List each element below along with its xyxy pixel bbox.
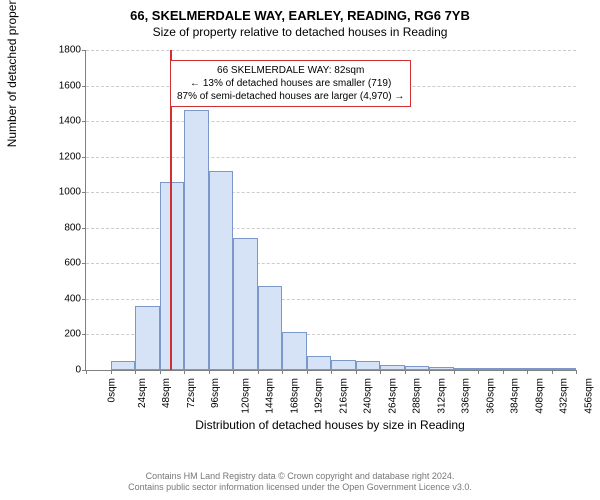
x-tick-label: 24sqm [137, 378, 148, 408]
histogram-bar [307, 356, 332, 370]
annotation-line2: ← 13% of detached houses are smaller (71… [177, 77, 404, 90]
footer-line2: Contains public sector information licen… [128, 482, 472, 492]
x-tick-label: 432sqm [559, 378, 570, 414]
y-tick-mark [82, 334, 86, 335]
x-tick-mark [160, 370, 161, 374]
histogram-bar [405, 366, 430, 370]
histogram-bar [233, 238, 258, 370]
histogram-bar [331, 360, 356, 370]
x-tick-label: 360sqm [485, 378, 496, 414]
x-tick-mark [405, 370, 406, 374]
histogram-bar [380, 365, 405, 370]
title-sub: Size of property relative to detached ho… [0, 23, 600, 39]
y-tick-label: 400 [45, 293, 81, 304]
x-tick-label: 144sqm [265, 378, 276, 414]
y-tick-mark [82, 263, 86, 264]
y-tick-mark [82, 228, 86, 229]
histogram-bar [478, 368, 503, 370]
histogram-bar [429, 367, 454, 370]
y-tick-label: 800 [45, 222, 81, 233]
x-tick-label: 168sqm [289, 378, 300, 414]
title-main: 66, SKELMERDALE WAY, EARLEY, READING, RG… [0, 0, 600, 23]
y-tick-label: 1400 [45, 116, 81, 127]
x-tick-label: 0sqm [106, 378, 117, 402]
x-tick-mark [233, 370, 234, 374]
x-tick-mark [331, 370, 332, 374]
histogram-bar [184, 110, 209, 370]
y-tick-label: 0 [45, 365, 81, 376]
histogram-bar [111, 361, 136, 370]
x-tick-label: 456sqm [583, 378, 594, 414]
x-tick-mark [282, 370, 283, 374]
histogram-bar [356, 361, 381, 370]
histogram-bar [552, 368, 577, 370]
y-tick-mark [82, 157, 86, 158]
histogram-bar [527, 368, 552, 370]
x-tick-mark [135, 370, 136, 374]
x-tick-label: 264sqm [387, 378, 398, 414]
x-tick-label: 336sqm [461, 378, 472, 414]
x-tick-mark [258, 370, 259, 374]
annotation-box: 66 SKELMERDALE WAY: 82sqm ← 13% of detac… [170, 60, 411, 107]
x-tick-label: 408sqm [534, 378, 545, 414]
gridline [86, 50, 576, 51]
y-tick-label: 1200 [45, 151, 81, 162]
chart-wrap: Number of detached properties 0200400600… [45, 50, 575, 410]
x-tick-label: 240sqm [363, 378, 374, 414]
x-tick-label: 384sqm [510, 378, 521, 414]
x-tick-mark [209, 370, 210, 374]
x-tick-mark [356, 370, 357, 374]
histogram-bar [160, 182, 185, 370]
y-tick-label: 200 [45, 329, 81, 340]
chart-container: 66, SKELMERDALE WAY, EARLEY, READING, RG… [0, 0, 600, 500]
gridline [86, 157, 576, 158]
histogram-bar [503, 368, 528, 370]
x-tick-mark [576, 370, 577, 374]
x-tick-mark [307, 370, 308, 374]
y-axis-label: Number of detached properties [5, 0, 19, 147]
y-tick-label: 1800 [45, 45, 81, 56]
y-tick-mark [82, 50, 86, 51]
x-tick-mark [503, 370, 504, 374]
x-tick-mark [552, 370, 553, 374]
x-tick-label: 312sqm [436, 378, 447, 414]
x-tick-label: 96sqm [210, 378, 221, 408]
x-tick-mark [380, 370, 381, 374]
x-tick-mark [454, 370, 455, 374]
gridline [86, 121, 576, 122]
x-tick-label: 216sqm [338, 378, 349, 414]
x-tick-mark [184, 370, 185, 374]
y-tick-label: 1000 [45, 187, 81, 198]
x-axis-label: Distribution of detached houses by size … [85, 418, 575, 432]
histogram-bar [135, 306, 160, 370]
x-tick-label: 120sqm [240, 378, 251, 414]
x-tick-mark [478, 370, 479, 374]
y-tick-mark [82, 299, 86, 300]
x-tick-label: 288sqm [412, 378, 423, 414]
histogram-bar [258, 286, 283, 370]
x-tick-mark [429, 370, 430, 374]
annotation-line3: 87% of semi-detached houses are larger (… [177, 90, 404, 103]
x-tick-mark [86, 370, 87, 374]
y-tick-label: 600 [45, 258, 81, 269]
footer-line1: Contains HM Land Registry data © Crown c… [146, 471, 455, 481]
y-tick-mark [82, 121, 86, 122]
histogram-bar [209, 171, 234, 370]
x-tick-label: 192sqm [314, 378, 325, 414]
x-tick-label: 72sqm [186, 378, 197, 408]
annotation-line1: 66 SKELMERDALE WAY: 82sqm [177, 64, 404, 77]
y-tick-label: 1600 [45, 80, 81, 91]
y-tick-mark [82, 86, 86, 87]
histogram-bar [454, 368, 479, 370]
x-tick-mark [527, 370, 528, 374]
y-tick-mark [82, 192, 86, 193]
x-tick-label: 48sqm [161, 378, 172, 408]
x-tick-mark [111, 370, 112, 374]
footer-text: Contains HM Land Registry data © Crown c… [0, 471, 600, 494]
histogram-bar [282, 332, 307, 370]
